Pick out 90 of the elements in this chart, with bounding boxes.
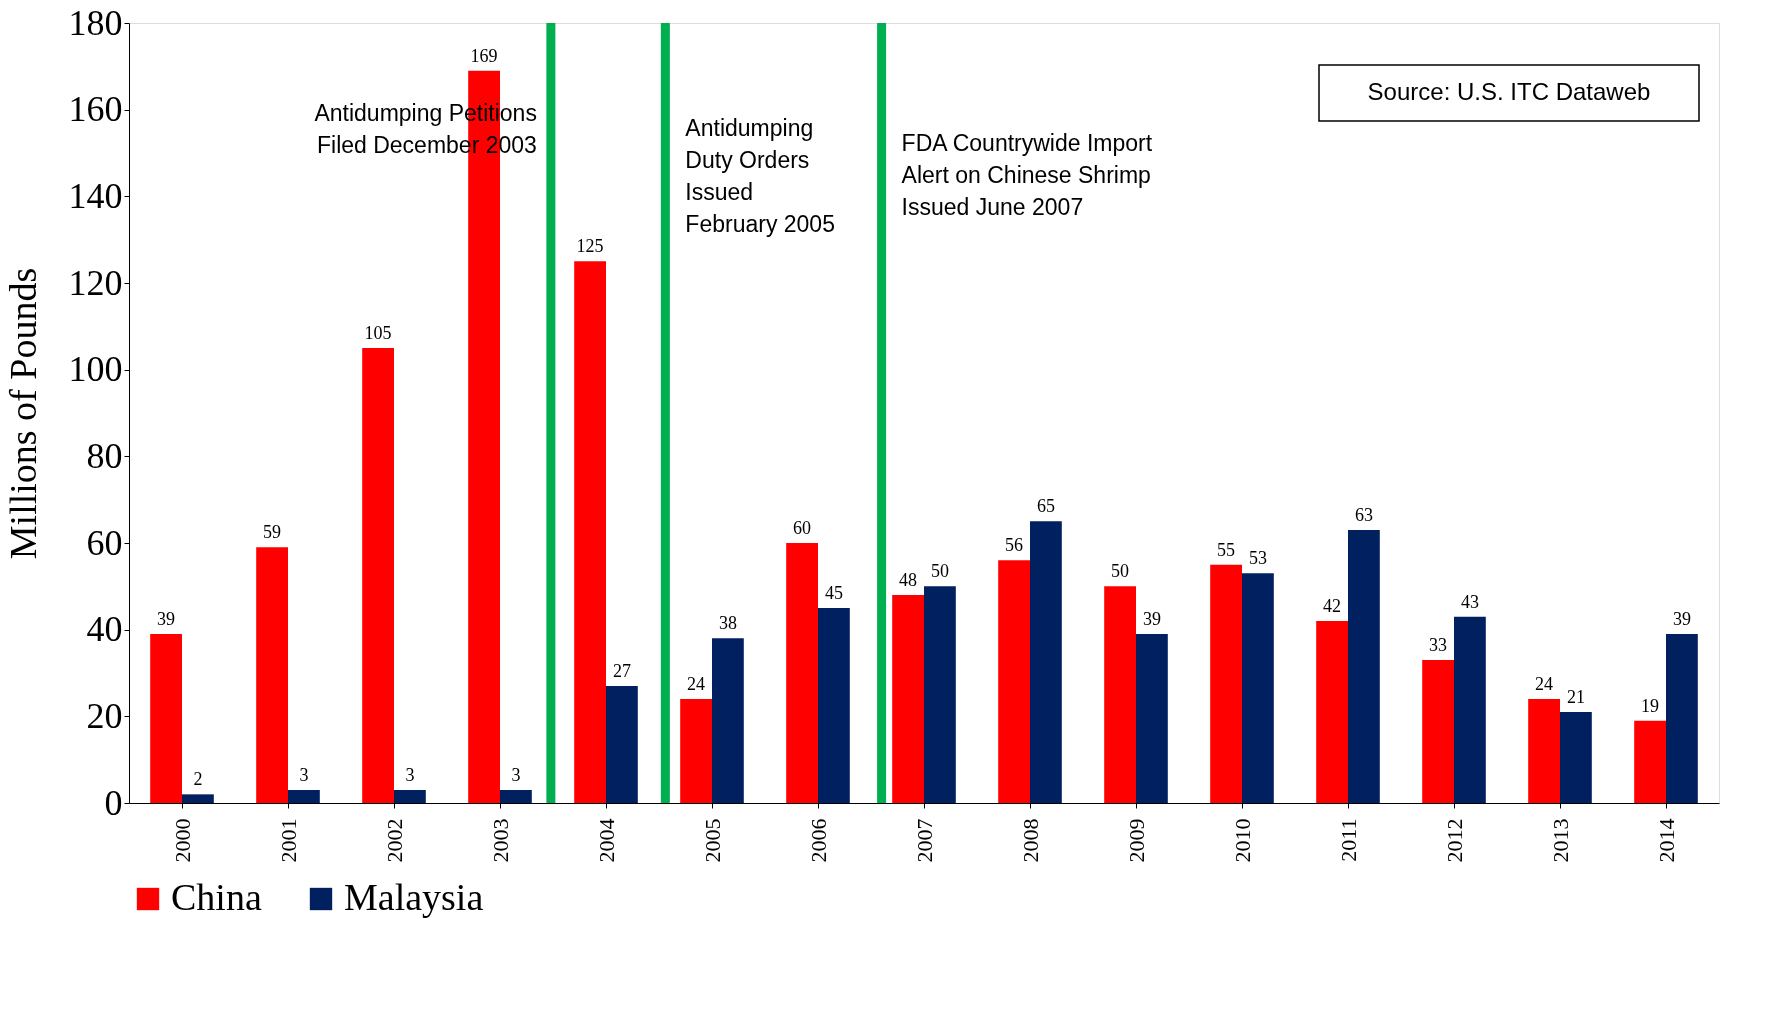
x-tick-label: 2000: [169, 818, 195, 863]
bar: [712, 638, 744, 803]
bar: [680, 699, 712, 803]
y-tick-label: 0: [104, 782, 123, 823]
data-label: 56: [1005, 535, 1024, 556]
data-label: 59: [263, 522, 282, 543]
x-tick-label: 2007: [911, 818, 937, 863]
data-label: 55: [1217, 539, 1236, 560]
bar: [924, 586, 956, 803]
bar: [1666, 634, 1698, 803]
x-tick-label: 2013: [1547, 818, 1573, 863]
data-label: 2: [193, 769, 203, 790]
y-tick-label: 20: [86, 695, 123, 736]
y-tick-label: 60: [86, 522, 123, 563]
legend-label: China: [171, 876, 262, 918]
bar: [1560, 712, 1592, 803]
y-axis-title: Millions of Pounds: [1, 267, 44, 560]
data-label: 3: [299, 765, 309, 785]
bar: [1242, 573, 1274, 803]
y-tick-label: 100: [68, 349, 123, 390]
data-label: 45: [824, 583, 843, 603]
ref-line-label: Antidumping Duty Orders Issued February 2005: [685, 115, 835, 237]
bar: [500, 790, 532, 803]
x-tick-label: 2009: [1123, 818, 1149, 863]
data-label: 24: [687, 674, 706, 694]
data-label: 19: [1641, 695, 1660, 716]
x-tick-label: 2012: [1441, 818, 1467, 863]
data-label: 24: [1535, 674, 1554, 694]
bar: [1528, 699, 1560, 803]
data-label: 38: [718, 613, 737, 634]
data-label: 21: [1566, 687, 1585, 707]
bar: [1348, 530, 1380, 803]
bar: [362, 348, 394, 803]
bar: [786, 543, 818, 803]
bar: [574, 261, 606, 803]
x-tick-label: 2003: [487, 818, 513, 863]
annotation: Source: U.S. ITC Dataweb: [1367, 78, 1651, 105]
data-label: 39: [1672, 609, 1691, 629]
bar: [288, 790, 320, 803]
bar: [1210, 564, 1242, 803]
data-label: 27: [612, 661, 631, 681]
x-tick-label: 2002: [381, 818, 407, 863]
bar: [1634, 720, 1666, 803]
bar: [892, 595, 924, 803]
data-label: 42: [1323, 596, 1342, 616]
data-label: 43: [1460, 591, 1479, 612]
y-tick-label: 180: [68, 2, 123, 43]
bar: [1454, 616, 1486, 803]
bar: [394, 790, 426, 803]
x-tick-label: 2004: [593, 818, 619, 863]
data-label: 33: [1429, 635, 1448, 655]
x-tick-label: 2008: [1017, 818, 1043, 863]
y-tick-label: 160: [68, 89, 123, 130]
data-label: 125: [576, 236, 604, 257]
data-label: 39: [1142, 609, 1161, 629]
bar: [1104, 586, 1136, 803]
y-tick-label: 140: [68, 175, 123, 216]
data-label: 39: [157, 609, 176, 629]
x-tick-label: 2001: [275, 818, 301, 863]
x-tick-label: 2011: [1335, 818, 1361, 862]
bar: [256, 547, 288, 803]
bar: [182, 794, 214, 803]
data-label: 3: [511, 765, 521, 785]
y-tick-label: 120: [68, 262, 123, 303]
bar: [1030, 521, 1062, 803]
data-label: 50: [1111, 561, 1130, 582]
data-label: 105: [364, 323, 392, 343]
x-tick-label: 2005: [699, 818, 725, 863]
x-tick-label: 2006: [805, 818, 831, 863]
data-label: 53: [1248, 548, 1267, 569]
y-tick-label: 80: [86, 435, 123, 476]
data-label: 65: [1036, 496, 1055, 517]
bar: [818, 608, 850, 803]
data-label: 48: [899, 570, 918, 590]
bar: [1422, 660, 1454, 803]
x-tick-label: 2010: [1229, 818, 1255, 863]
data-label: 3: [405, 765, 415, 785]
bar: [1316, 621, 1348, 803]
y-tick-label: 40: [86, 609, 123, 650]
bar: [606, 686, 638, 803]
data-label: 63: [1354, 505, 1373, 525]
bar: [150, 634, 182, 803]
data-label: 60: [793, 518, 812, 538]
data-label: 169: [470, 45, 498, 66]
legend-label: Malaysia: [344, 876, 484, 918]
data-label: 50: [930, 561, 949, 582]
ref-line-label: FDA Countrywide Import Alert on Chinese Shrimp Issued June 2007: [901, 130, 1153, 220]
bar: [998, 560, 1030, 803]
bar: [1136, 634, 1168, 803]
x-tick-label: 2014: [1653, 818, 1679, 863]
